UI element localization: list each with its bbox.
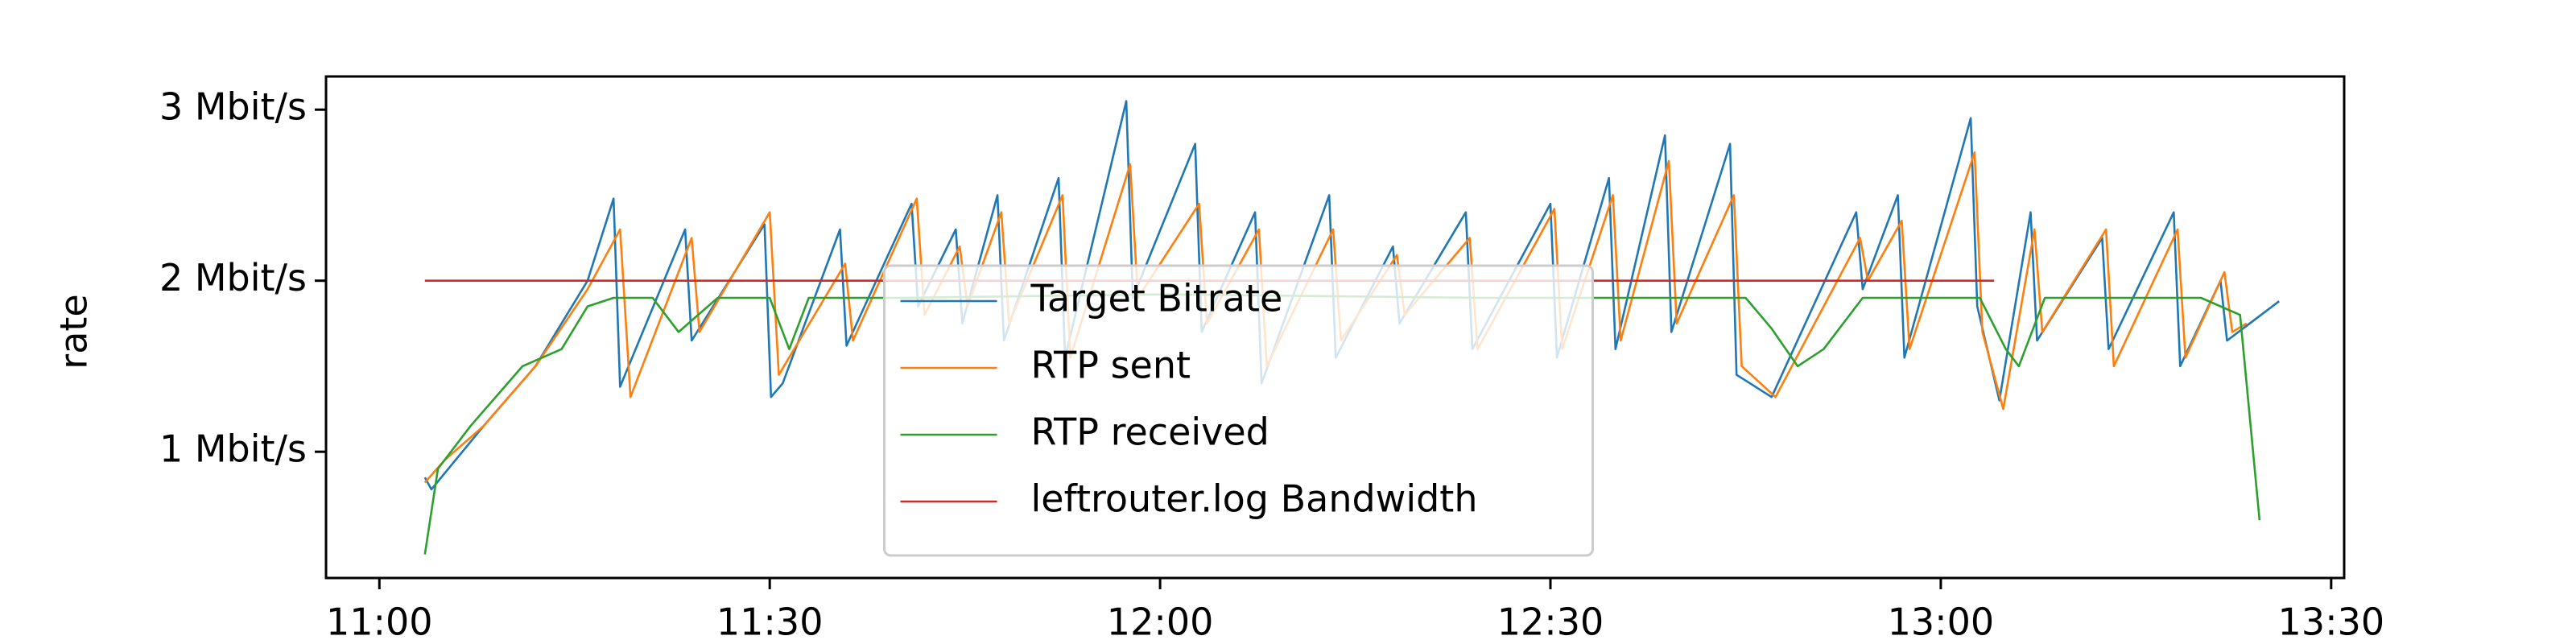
x-tick-label: 13:00 [1888, 601, 1995, 644]
legend-label: RTP sent [1031, 344, 1191, 387]
x-tick-label: 12:00 [1107, 601, 1214, 644]
legend-box [883, 264, 1594, 557]
y-axis-label: rate [52, 294, 96, 369]
legend-label: RTP received [1031, 411, 1269, 454]
legend: Target Bitrate RTP sent RTP received leftro… [883, 264, 1594, 557]
y-tick-label: 1 Mbit/s [159, 427, 307, 471]
x-tick-label: 12:30 [1497, 601, 1604, 644]
x-tick-label: 11:00 [326, 601, 433, 644]
x-tick-label: 11:30 [716, 601, 824, 644]
x-tick-label: 13:30 [2278, 601, 2385, 644]
y-tick-label: 3 Mbit/s [159, 85, 307, 129]
legend-label: Target Bitrate [1030, 277, 1283, 320]
plot-frame [324, 75, 2346, 580]
legend-label: leftrouter.log Bandwidth [1031, 477, 1478, 521]
y-tick-label: 2 Mbit/s [159, 256, 307, 299]
